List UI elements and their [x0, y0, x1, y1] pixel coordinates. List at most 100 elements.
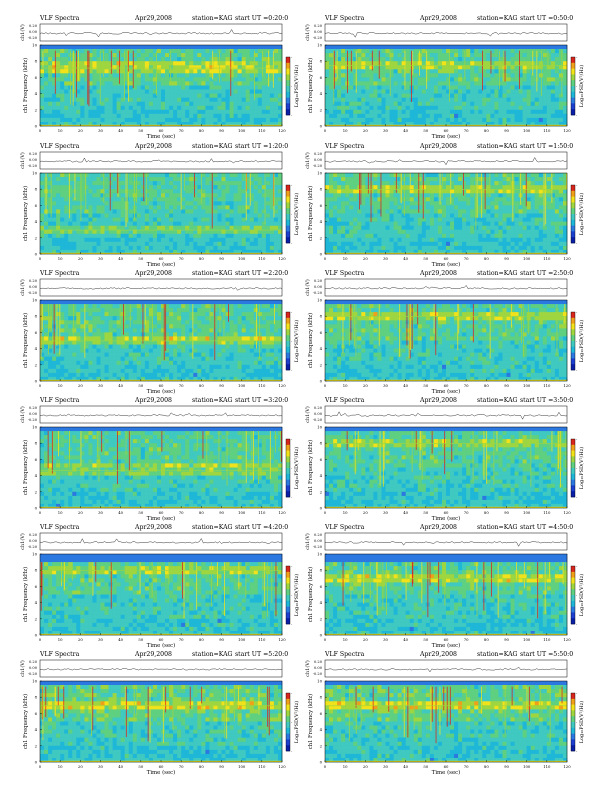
spectrogram-cell — [558, 233, 564, 239]
spectrogram-cell — [40, 117, 45, 123]
spectrogram-cell — [486, 185, 491, 190]
spectrogram-cell — [393, 233, 398, 239]
spectrogram-cell — [253, 213, 259, 218]
spectrogram-cell — [413, 77, 418, 82]
spectrogram-cell — [112, 237, 117, 243]
spectrogram-cell — [454, 193, 459, 198]
spectrogram-cell — [80, 177, 85, 182]
spectrogram-cell — [237, 65, 242, 70]
spectrogram-cell — [128, 225, 133, 230]
spectrogram-cell — [237, 213, 242, 218]
spectrogram-cell — [365, 185, 370, 190]
spectrogram-cell — [325, 225, 330, 230]
spectrogram-cell — [510, 241, 515, 247]
spectrogram-cell — [197, 113, 202, 119]
spectrogram-cell — [446, 217, 451, 222]
spectrogram-cell — [233, 205, 238, 210]
spectrogram-cell — [165, 61, 170, 66]
spectrogram-cell — [429, 237, 435, 243]
spectrogram-cell — [88, 77, 93, 82]
spectrogram-cell — [161, 193, 166, 198]
spectrogram-cell — [169, 77, 174, 82]
spectrogram-cell — [253, 241, 259, 247]
spectrogram-cell — [278, 201, 283, 206]
spectrogram-cell — [104, 97, 109, 102]
spectrogram-cell — [369, 209, 374, 214]
spectrogram-cell — [225, 217, 230, 222]
spectrogram-cell — [393, 73, 398, 78]
spectrogram-cell — [542, 69, 548, 74]
spectrogram-cell — [100, 197, 105, 202]
spectrogram-cell — [56, 57, 61, 62]
spectrogram-cell — [108, 61, 113, 66]
spectrogram-cell — [128, 221, 133, 226]
spectrogram-cell — [241, 221, 246, 226]
spectrogram-cell — [361, 113, 366, 119]
spectrogram-cell — [377, 221, 382, 226]
spectrogram-cell — [377, 81, 382, 86]
spectrogram-cell — [173, 109, 178, 115]
spectrogram-cell — [136, 97, 142, 102]
spectrogram-cell — [365, 225, 370, 230]
spectrogram-cell — [52, 185, 57, 190]
spectrogram-cell — [486, 89, 491, 94]
spectrogram-cell — [421, 213, 427, 218]
spectrogram-cell — [152, 233, 158, 239]
spectrogram-cell — [405, 73, 410, 78]
spectrogram-cell — [48, 225, 53, 230]
spectrogram-cell — [152, 69, 158, 74]
spectrogram-cell — [249, 201, 254, 206]
spectrogram-cell — [140, 249, 146, 255]
spectrogram-cell — [462, 122, 467, 127]
spectrogram-cell — [84, 225, 89, 230]
spectrogram-cell — [563, 181, 568, 186]
spectrogram-cell — [546, 69, 552, 74]
spectrogram-cell — [482, 69, 487, 74]
spectrogram-cell — [229, 117, 234, 123]
spectrogram-cell — [333, 233, 338, 239]
spectrogram-cell — [502, 209, 507, 214]
spectrogram-cell — [389, 89, 394, 94]
spectrogram-cell — [486, 197, 491, 202]
spectrogram-cell — [442, 117, 447, 123]
spectrogram-cell — [249, 181, 254, 186]
spectrogram-cell — [409, 213, 414, 218]
spectrogram-cell — [373, 241, 378, 247]
spectrogram-cell — [554, 117, 560, 123]
spectrogram-cell — [381, 201, 386, 206]
spectrogram-cell — [233, 241, 238, 247]
spectrogram-cell — [409, 177, 414, 182]
colorbar-step — [571, 62, 575, 69]
spectrogram-cell — [534, 97, 539, 102]
spectrogram-cell — [522, 73, 527, 78]
spectrogram-cell — [337, 109, 342, 115]
spectrogram-cell — [538, 225, 544, 230]
spectrogram-cell — [542, 85, 548, 90]
spectrogram-cell — [393, 81, 398, 86]
spectrogram-cell — [381, 105, 386, 111]
spectrogram-cell — [345, 201, 350, 206]
spectrogram-cell — [169, 93, 174, 98]
spectrogram-cell — [140, 49, 146, 54]
spectrogram-cell — [92, 77, 97, 82]
time-tick-label: 40 — [118, 256, 123, 261]
spectrogram-cell — [450, 45, 455, 50]
spectrogram-cell — [173, 117, 178, 123]
spectrogram-cell — [421, 117, 427, 123]
spectrogram-cell — [397, 189, 402, 194]
spectrogram-cell — [329, 97, 334, 102]
spectrogram-cell — [197, 189, 202, 194]
spectrogram-cell — [353, 97, 358, 102]
spectrogram-cell — [470, 237, 475, 243]
spectrogram-cell — [108, 233, 113, 239]
spectrogram-cell — [538, 45, 544, 50]
spectrogram-cell — [478, 217, 483, 222]
spectrogram-cell — [337, 45, 342, 50]
spectrogram-cell — [221, 197, 226, 202]
spectrogram-cell — [245, 201, 250, 206]
spectrogram-cell — [341, 85, 346, 90]
spectrogram-cell — [333, 237, 338, 243]
spectrogram-cell — [104, 197, 109, 202]
spectrogram-cell — [558, 45, 564, 50]
spectrogram-cell — [52, 109, 57, 115]
